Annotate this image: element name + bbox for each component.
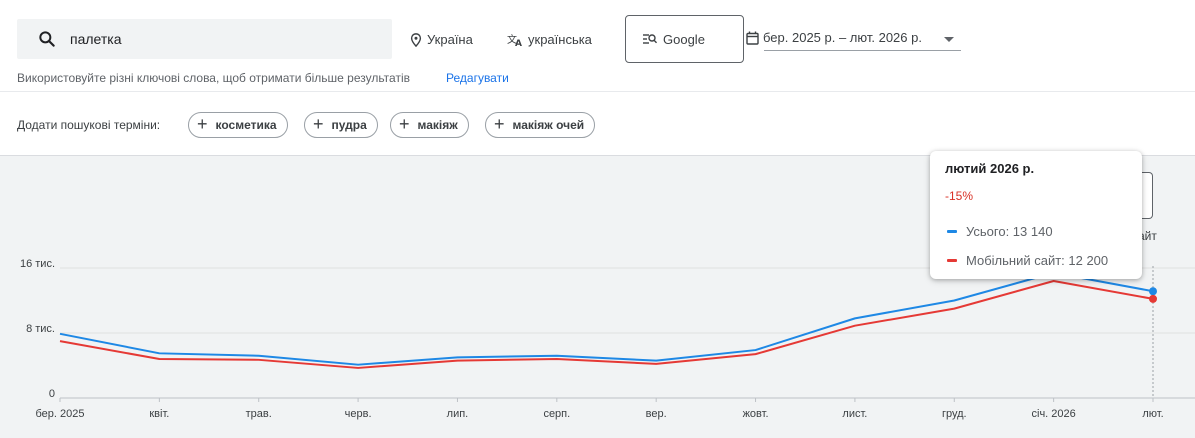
x-tick-label: серп. — [543, 408, 570, 420]
language-label: українська — [528, 32, 592, 47]
tooltip-title: лютий 2026 р. — [945, 161, 1035, 176]
location-pin-icon — [410, 32, 422, 47]
svg-text:A: A — [515, 39, 522, 47]
plus-icon: + — [399, 114, 410, 134]
metric-toggle-label: айт — [1138, 229, 1157, 243]
x-tick-label: лист. — [842, 408, 867, 420]
mobile-series-line — [59, 280, 1154, 369]
chip-label: пудра — [331, 118, 367, 132]
tooltip-mobile-row: Мобільний сайт: 12 200 — [947, 253, 1108, 268]
search-list-icon — [643, 34, 657, 44]
edit-link[interactable]: Редагувати — [446, 71, 509, 85]
tooltip-change: -15% — [945, 189, 974, 203]
language-filter[interactable]: 文 A українська — [507, 32, 592, 47]
chip-label: макіяж очей — [512, 118, 585, 132]
mobile-series-point — [1149, 294, 1157, 303]
search-query: палетка — [70, 31, 122, 47]
source-label: Google — [663, 31, 705, 47]
tooltip-total-row: Усього: 13 140 — [947, 224, 1053, 239]
add-term-chip[interactable]: + косметика — [188, 112, 288, 138]
total-legend-swatch — [947, 230, 957, 233]
region-filter[interactable]: Україна — [410, 32, 473, 47]
add-term-chip[interactable]: + макіяж очей — [485, 112, 596, 138]
total-series-point — [1149, 287, 1157, 296]
x-tick-label: вер. — [646, 408, 667, 420]
region-label: Україна — [427, 32, 473, 47]
search-input[interactable]: палетка — [17, 19, 392, 59]
x-tick-label: січ. 2026 — [1032, 408, 1076, 420]
plus-icon: + — [313, 114, 324, 134]
translate-icon: 文 A — [507, 33, 522, 47]
add-terms-label: Додати пошукові терміни: — [17, 118, 161, 132]
source-selector[interactable]: Google — [625, 15, 744, 63]
y-tick-label: 16 тис. — [20, 258, 55, 270]
y-tick-label: 8 тис. — [26, 323, 55, 335]
plus-icon: + — [494, 114, 505, 134]
x-tick-label: бер. 2025 — [36, 408, 85, 420]
x-tick-label: черв. — [345, 408, 372, 420]
date-range-selector[interactable]: бер. 2025 р. – лют. 2026 р. — [746, 30, 922, 45]
date-range-label: бер. 2025 р. – лют. 2026 р. — [763, 30, 922, 45]
chip-label: макіяж — [417, 118, 458, 132]
x-tick-label: лип. — [447, 408, 469, 420]
date-range-underline — [764, 50, 961, 51]
calendar-icon — [746, 31, 759, 45]
x-tick-label: груд. — [942, 408, 967, 420]
x-tick-label: квіт. — [149, 408, 169, 420]
search-icon — [39, 31, 55, 47]
query-panel: палетка Україна 文 A українська Google — [0, 0, 1195, 156]
keyword-hint: Використовуйте різні ключові слова, щоб … — [17, 71, 410, 85]
chart-tooltip: лютий 2026 р. -15% Усього: 13 140 Мобіль… — [930, 151, 1142, 279]
dropdown-caret-icon[interactable] — [944, 37, 954, 42]
total-series-line — [59, 271, 1154, 366]
chip-label: косметика — [215, 118, 277, 132]
x-tick-label: лют. — [1142, 408, 1163, 420]
svg-text:文: 文 — [507, 33, 517, 46]
tooltip-total-value: Усього: 13 140 — [966, 224, 1053, 239]
add-term-chip[interactable]: + пудра — [304, 112, 378, 138]
y-tick-label: 0 — [49, 388, 55, 400]
plus-icon: + — [197, 114, 208, 134]
tooltip-mobile-value: Мобільний сайт: 12 200 — [966, 253, 1109, 268]
add-term-chip[interactable]: + макіяж — [390, 112, 469, 138]
x-tick-label: трав. — [246, 408, 272, 420]
mobile-legend-swatch — [947, 259, 957, 262]
panel-divider — [0, 91, 1195, 92]
x-tick-label: жовт. — [743, 408, 769, 420]
